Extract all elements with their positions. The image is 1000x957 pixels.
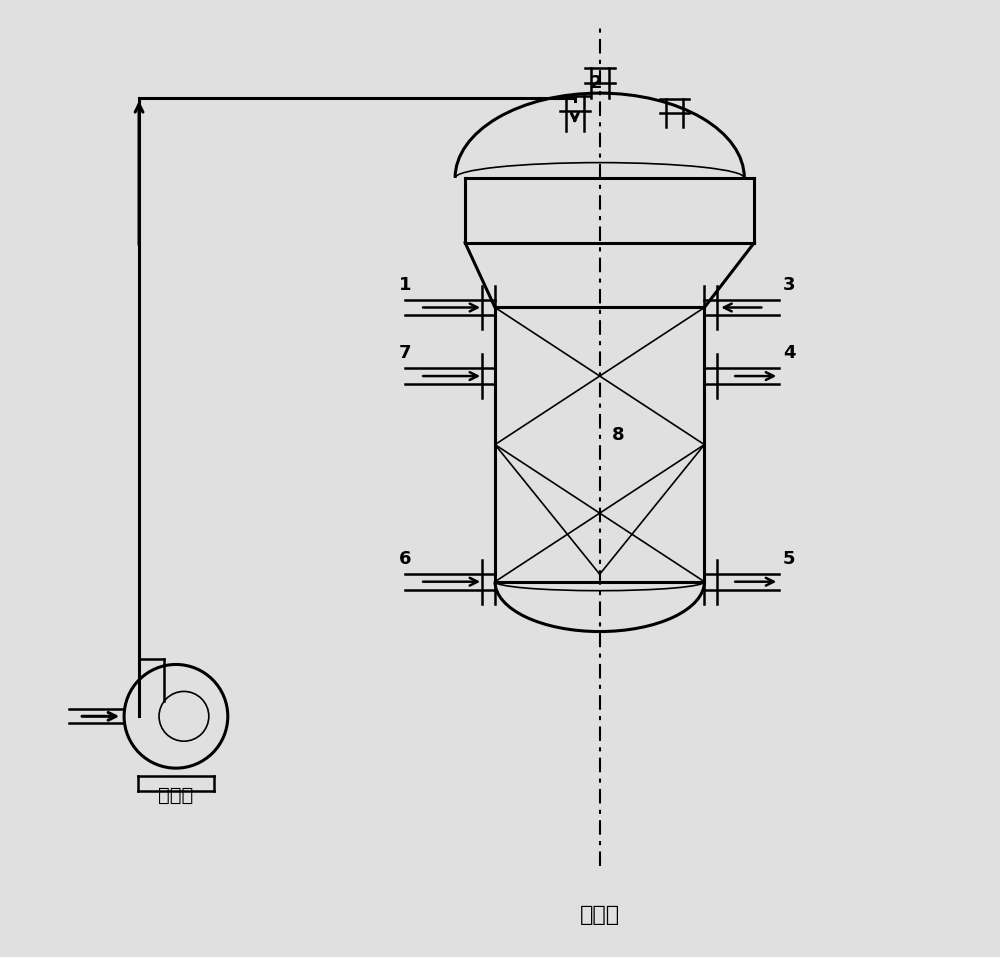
Text: 4: 4 xyxy=(783,345,795,362)
Text: 甲苯泵: 甲苯泵 xyxy=(158,786,194,805)
Text: 氧化塔: 氧化塔 xyxy=(580,904,620,924)
Text: 6: 6 xyxy=(399,549,412,568)
Text: 1: 1 xyxy=(399,276,412,294)
Text: 5: 5 xyxy=(783,549,795,568)
Text: 8: 8 xyxy=(612,426,624,444)
Text: 7: 7 xyxy=(399,345,412,362)
Text: 3: 3 xyxy=(783,276,795,294)
Text: 2: 2 xyxy=(590,74,602,92)
